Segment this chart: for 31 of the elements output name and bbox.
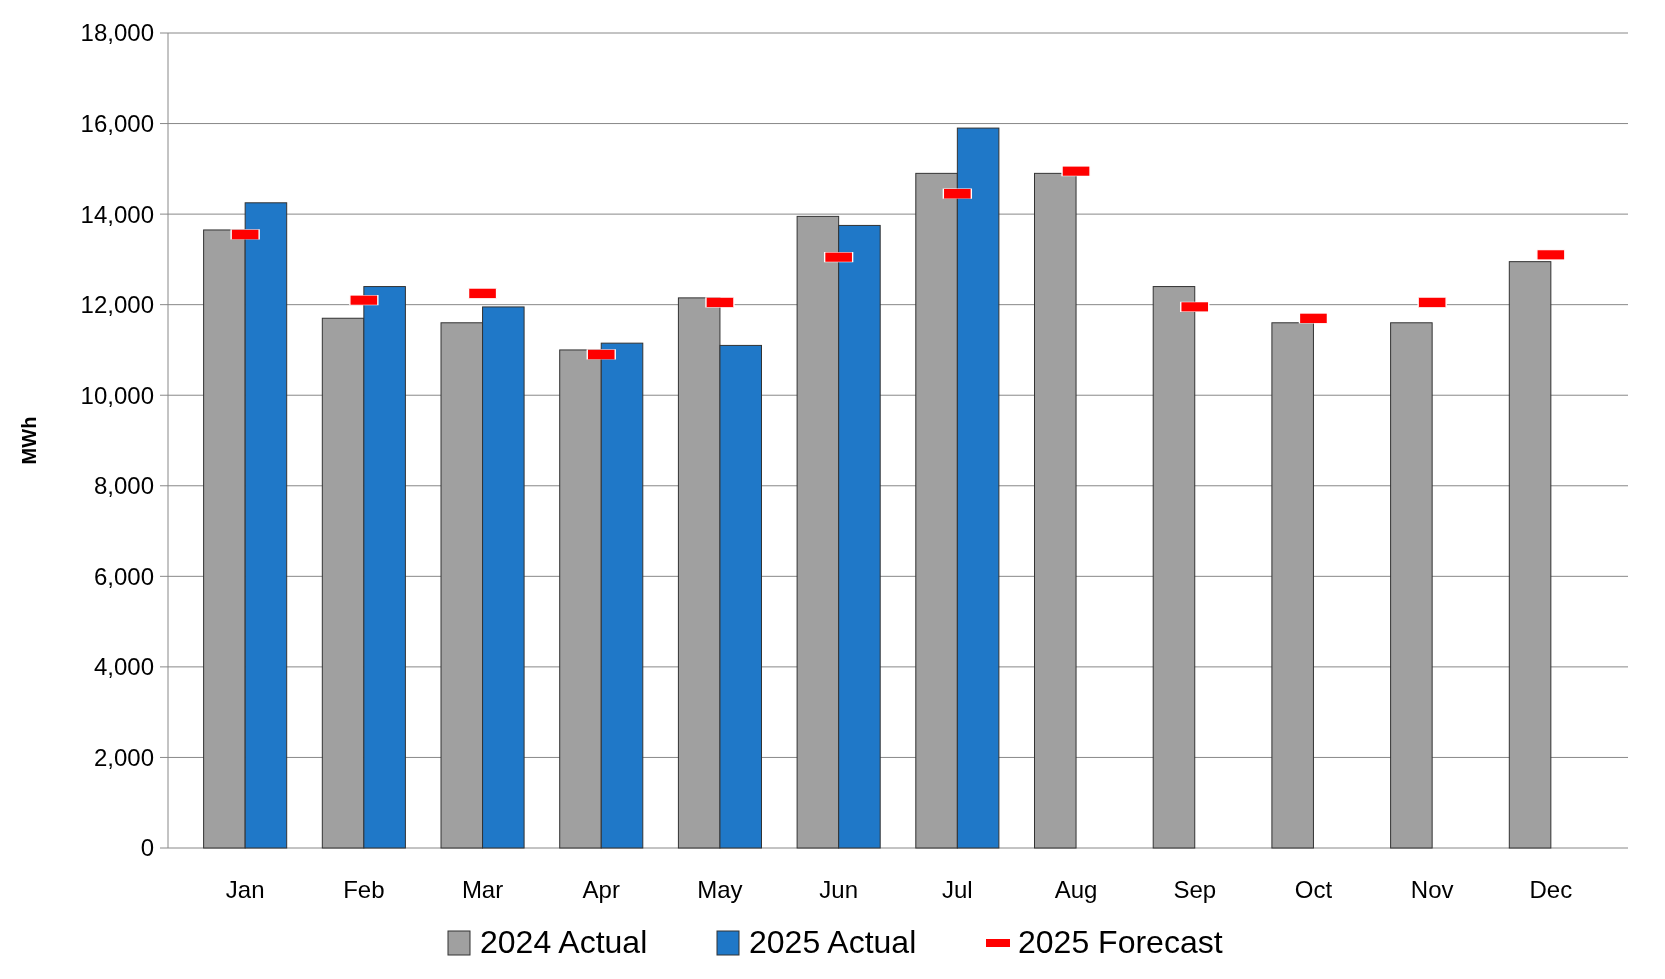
- y-tick-label: 0: [140, 834, 154, 862]
- legend-label: 2025 Actual: [749, 924, 917, 960]
- x-tick-label: May: [697, 876, 743, 903]
- y-tick-label: 12,000: [80, 291, 154, 319]
- x-tick-label: Sep: [1173, 876, 1217, 903]
- bar: [1034, 172, 1077, 849]
- y-tick-label: 18,000: [80, 19, 154, 47]
- x-tick-label: Jun: [819, 876, 858, 903]
- legend-label: 2025 Forecast: [1018, 924, 1223, 960]
- x-tick-label: Nov: [1410, 876, 1454, 903]
- bar: [1152, 286, 1196, 849]
- x-tick-label: Aug: [1054, 876, 1098, 903]
- bar: [1390, 322, 1433, 849]
- x-tick-label: Feb: [343, 876, 385, 903]
- legend-label: 2024 Actual: [480, 924, 648, 960]
- y-axis-title: MWh: [18, 416, 40, 465]
- x-tick-label: Jan: [225, 876, 265, 903]
- y-tick-label: 14,000: [80, 200, 154, 228]
- bar: [1508, 261, 1552, 849]
- y-tick-label: 16,000: [80, 109, 154, 137]
- x-tick-label: Mar: [461, 876, 504, 903]
- y-tick-label: 4,000: [93, 653, 154, 681]
- y-tick-label: 8,000: [93, 472, 154, 500]
- x-tick-label: Jul: [942, 876, 973, 903]
- y-tick-label: 2,000: [93, 743, 154, 771]
- x-tick-label: Apr: [582, 876, 620, 903]
- y-tick-label: 10,000: [80, 381, 154, 409]
- x-tick-label: Dec: [1529, 876, 1573, 903]
- y-tick-label: 6,000: [93, 562, 154, 590]
- x-tick-label: Oct: [1294, 876, 1333, 903]
- bar: [1271, 322, 1314, 849]
